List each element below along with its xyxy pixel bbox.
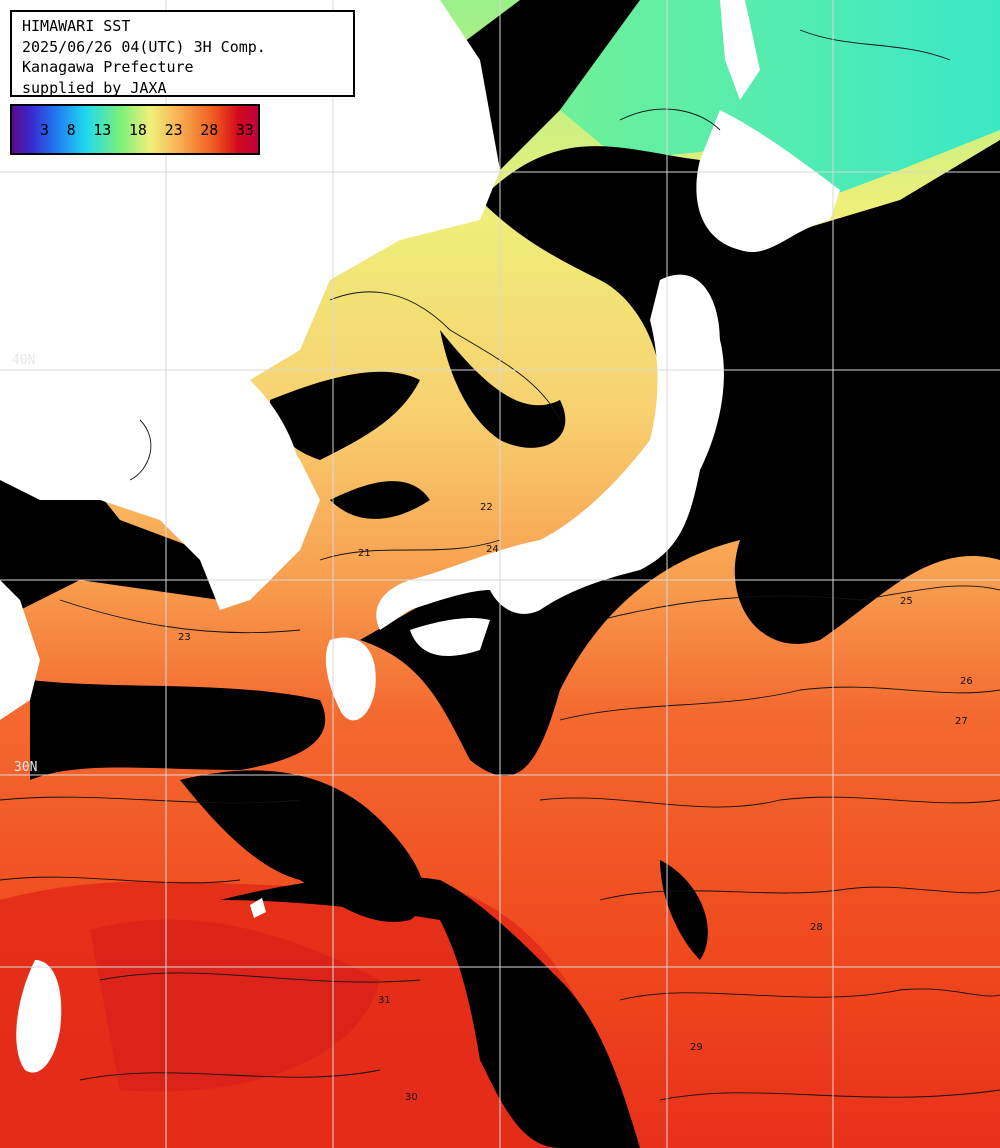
legend-tick: 33 [235,120,254,139]
contour-labels: 22 21 24 23 25 26 27 28 29 30 31 [178,502,973,1103]
legend-tick: 8 [66,120,76,139]
legend-tick: 13 [93,120,112,139]
observation-time: 2025/06/26 04(UTC) 3H Comp. [22,37,266,56]
latitude-label-30n: 30N [14,760,38,775]
data-credit: supplied by JAXA [22,78,167,97]
east-china-sea-warm [90,919,380,1092]
contour-label: 26 [960,676,973,687]
okhotsk-cold-water [560,0,1000,200]
legend-tick: 3 [40,120,50,139]
contour-label: 24 [486,544,499,555]
contour-label: 21 [358,548,371,559]
legend-tick: 23 [164,120,183,139]
legend-tick: 18 [128,120,147,139]
contour-label: 22 [480,502,493,513]
contour-label: 25 [900,596,913,607]
temperature-color-legend: 3 8 13 18 23 28 33 [10,104,260,155]
product-title: HIMAWARI SST [22,17,131,35]
legend-tick: 28 [200,120,219,139]
contour-label: 30 [405,1092,418,1103]
latitude-label-40n: 40N [12,353,36,368]
map-info-box: HIMAWARI SST 2025/06/26 04(UTC) 3H Comp.… [10,10,355,97]
region-name: Kanagawa Prefecture [22,58,194,76]
contour-label: 29 [690,1042,703,1053]
contour-label: 28 [810,922,823,933]
contour-label: 27 [955,716,968,727]
contour-label: 23 [178,632,191,643]
contour-label: 31 [378,995,391,1006]
